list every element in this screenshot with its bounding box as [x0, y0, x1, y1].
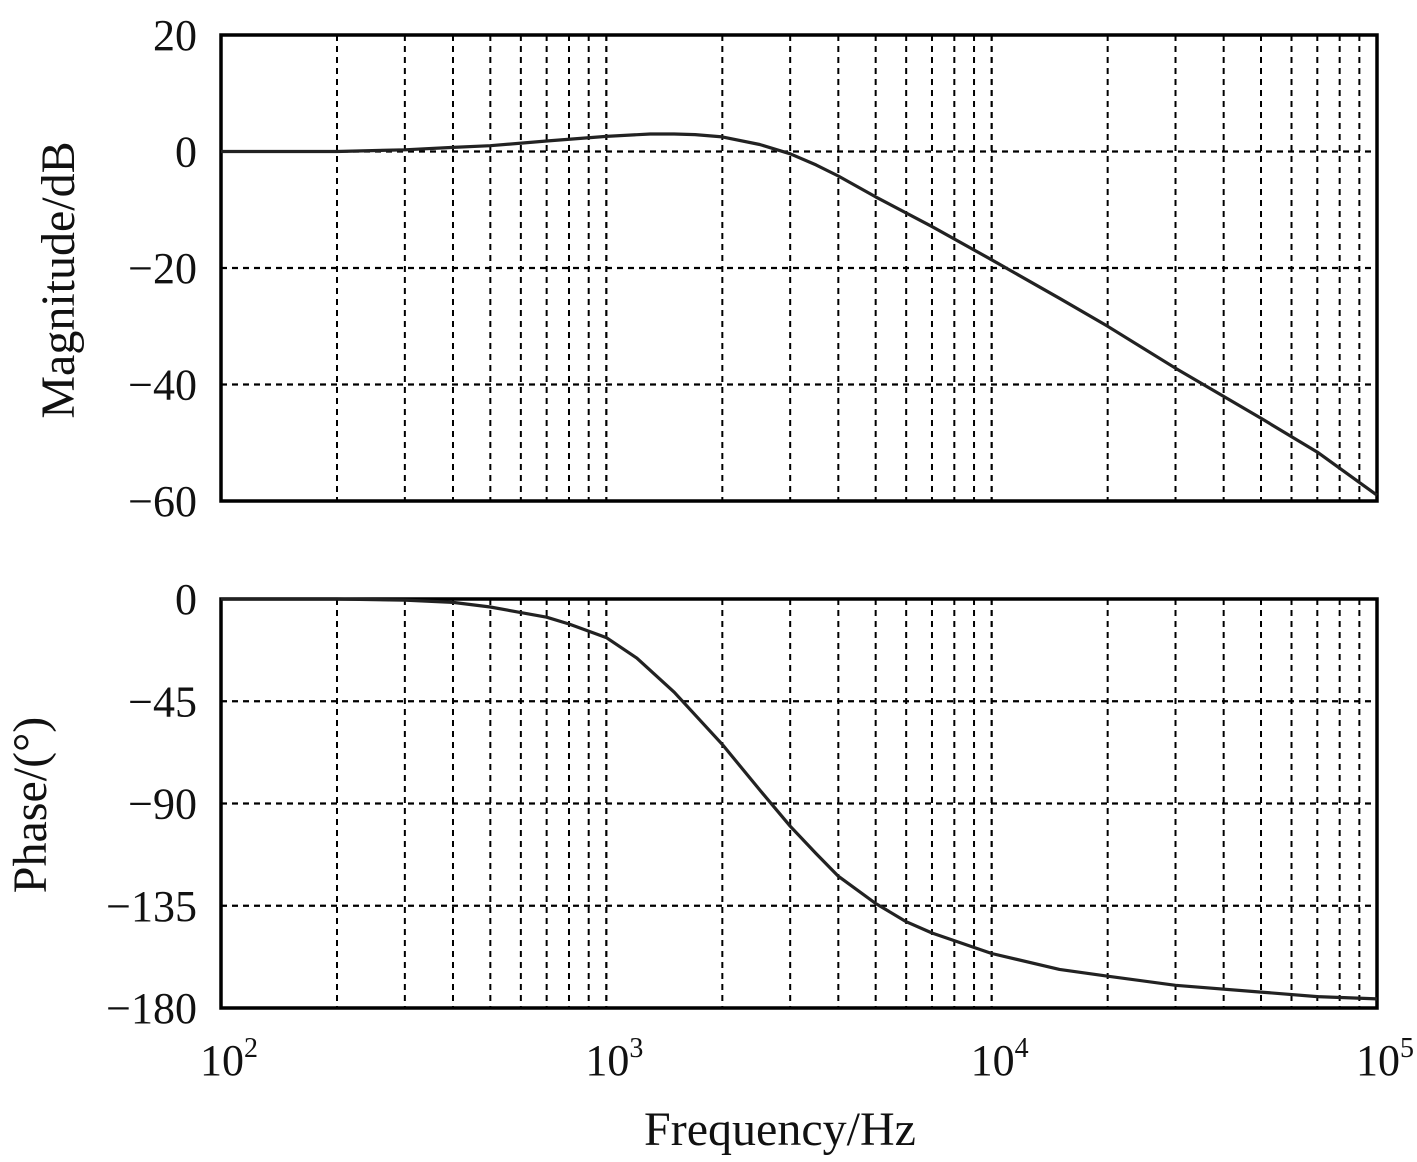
magnitude-ytick-label: −20	[128, 244, 197, 293]
magnitude-ytick-label: −40	[128, 361, 197, 410]
frequency-tick-label: 105	[1356, 1033, 1414, 1085]
frequency-axis-label: Frequency/Hz	[644, 1103, 916, 1156]
magnitude-ytick-label: 20	[153, 11, 197, 60]
phase-plot-frame	[219, 597, 1379, 1010]
magnitude-panel: 20 0 −20 −40 −60 Magnitude/dB	[32, 11, 1379, 526]
phase-ytick-label: −90	[128, 780, 197, 829]
phase-ytick-label: −45	[128, 677, 197, 726]
phase-ytick-label: 0	[175, 575, 197, 624]
phase-axis-label: Phase/(°)	[4, 717, 57, 893]
magnitude-plot-frame	[219, 33, 1379, 503]
frequency-tick-label: 104	[971, 1033, 1029, 1085]
magnitude-ytick-label: −60	[128, 477, 197, 526]
magnitude-curve	[221, 132, 1378, 497]
phase-ytick-label: −180	[106, 984, 197, 1033]
phase-panel: 0 −45 −90 −135 −180 102 103 104 105 Phase/(°) F…	[4, 575, 1414, 1156]
magnitude-axis-label: Magnitude/dB	[32, 141, 85, 418]
phase-ytick-label: −135	[106, 882, 197, 931]
magnitude-ytick-label: 0	[175, 128, 197, 177]
frequency-tick-label: 102	[200, 1033, 258, 1085]
phase-curve	[221, 597, 1378, 1001]
frequency-tick-label: 103	[585, 1033, 643, 1085]
